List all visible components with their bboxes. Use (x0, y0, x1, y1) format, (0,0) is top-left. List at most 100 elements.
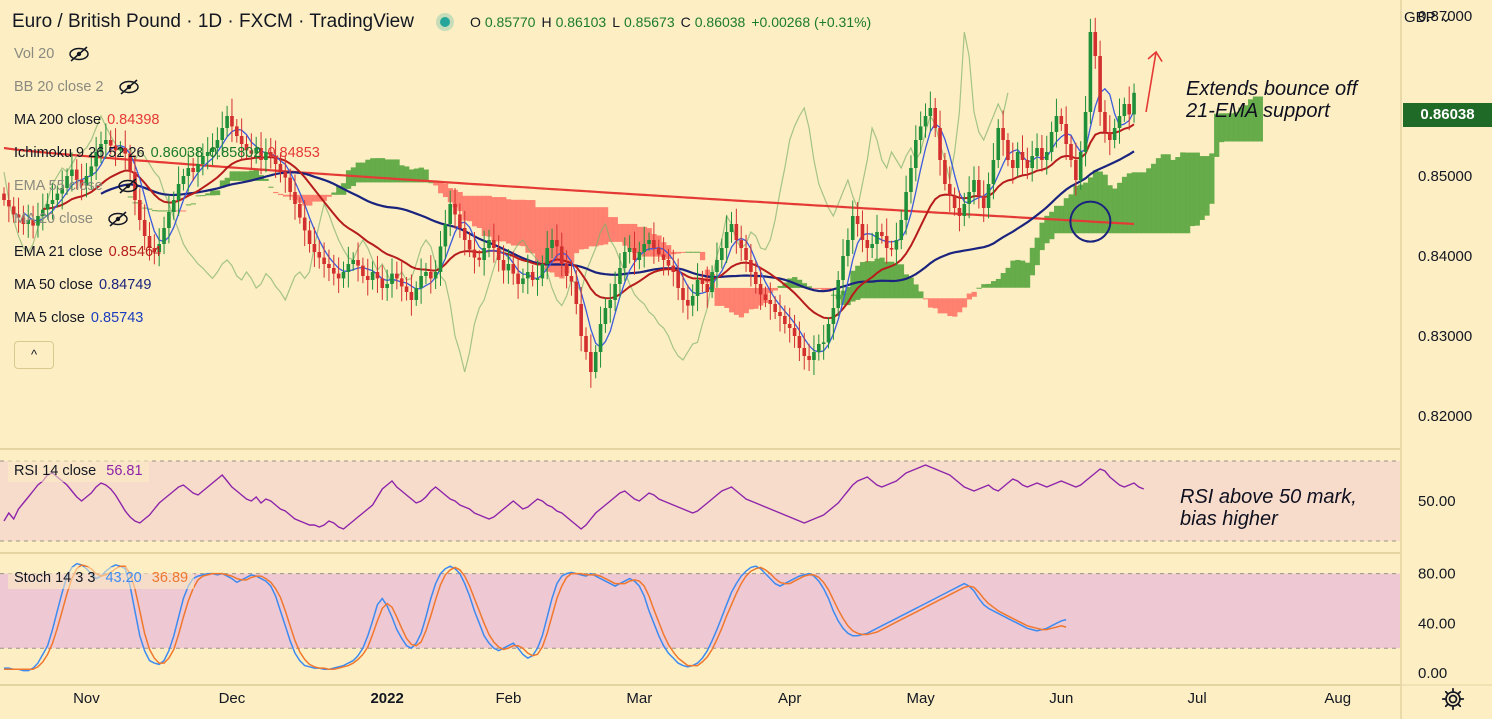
candle-body-0 (2, 193, 6, 200)
ohlc-high-label: H (541, 14, 552, 30)
cloud-segment-47 (355, 162, 361, 183)
legend-ma20[interactable]: MA 20 close (14, 211, 129, 227)
cloud-segment-233 (1257, 96, 1263, 142)
legend-ma50[interactable]: MA 50 close 0.84749 (14, 277, 151, 293)
cloud-segment-68 (457, 192, 463, 211)
legend-ema21[interactable]: EMA 21 close 0.85464 (14, 244, 161, 260)
eye-hidden-icon[interactable] (118, 79, 140, 95)
candle-body-227 (1103, 112, 1107, 132)
eye-hidden-icon[interactable] (117, 178, 139, 194)
candle-body-7 (36, 216, 40, 226)
candle-body-40 (196, 164, 200, 172)
stoch-tick-2: 0.00 (1418, 665, 1447, 682)
rsi-band (0, 461, 1400, 541)
cloud-segment-21 (229, 171, 235, 181)
cloud-segment-92 (573, 207, 580, 254)
cloud-segment-37 (307, 194, 313, 206)
legend-ma5[interactable]: MA 5 close 0.85743 (14, 310, 143, 326)
cloud-segment-82 (525, 200, 531, 253)
cloud-segment-77 (501, 197, 507, 242)
stoch-band (0, 573, 1400, 649)
currency-selector[interactable]: GBP ⌄ (1404, 8, 1452, 26)
cloud-segment-14 (195, 195, 201, 197)
candle-body-65 (317, 252, 322, 258)
cloud-segment-38 (311, 194, 318, 202)
eye-hidden-icon[interactable] (68, 46, 90, 62)
eye-hidden-icon[interactable] (107, 211, 129, 227)
candle-body-78 (380, 278, 385, 288)
candle-body-180 (875, 232, 879, 244)
cloud-segment-168 (942, 298, 948, 314)
candle-body-102 (496, 248, 501, 260)
legend-ema55[interactable]: EMA 55 close (14, 178, 139, 194)
legend-ma20-label: MA 20 close (14, 211, 93, 227)
price-annotation-line1: Extends bounce off (1186, 78, 1358, 100)
candle-body-144 (700, 280, 705, 284)
candle-body-19 (94, 152, 98, 167)
cloud-segment-29 (268, 186, 274, 188)
cloud-segment-154 (874, 258, 880, 299)
cloud-segment-13 (190, 203, 196, 205)
candle-body-117 (569, 276, 574, 282)
cloud-segment-32 (282, 194, 289, 197)
candle-body-53 (259, 148, 263, 160)
cloud-segment-4 (147, 208, 153, 210)
candle-body-137 (666, 260, 671, 266)
cloud-segment-160 (903, 274, 909, 299)
candle-body-30 (147, 236, 152, 248)
crossover-highlight-circle (1069, 200, 1112, 243)
candle-body-24 (118, 148, 123, 151)
cloud-segment-20 (224, 177, 230, 186)
candle-body-50 (244, 144, 249, 151)
cloud-segment-165 (927, 298, 934, 308)
candle-body-67 (327, 264, 331, 268)
candle-body-92 (448, 204, 452, 224)
candle-body-77 (375, 272, 380, 279)
candle-body-218 (1059, 116, 1064, 124)
candle-body-108 (526, 272, 530, 279)
cloud-segment-139 (801, 283, 808, 288)
cloud-segment-219 (1189, 152, 1196, 227)
candle-body-54 (264, 152, 268, 160)
candle-body-188 (914, 140, 918, 168)
candle-body-49 (239, 136, 244, 144)
stoch-legend[interactable]: Stoch 14 3 3 43.20 36.89 (8, 567, 195, 589)
legend-ma200[interactable]: MA 200 close 0.84398 (14, 112, 159, 128)
cloud-segment-143 (821, 287, 827, 292)
candle-body-32 (157, 244, 161, 252)
candle-body-95 (462, 228, 467, 240)
cloud-segment-70 (467, 195, 473, 222)
cloud-segment-177 (986, 283, 992, 288)
cloud-segment-223 (1209, 153, 1215, 204)
candle-body-232 (1127, 104, 1131, 115)
rsi-annotation: RSI above 50 mark, bias higher (1180, 486, 1357, 530)
cloud-segment-91 (569, 207, 575, 263)
candle-body-44 (215, 140, 220, 148)
legend-ichimoku[interactable]: Ichimoku 9 26 52 26 0.86038 0.85802 0.84853 (14, 145, 320, 161)
rsi-legend[interactable]: RSI 14 close 56.81 (8, 460, 149, 482)
candle-body-2 (11, 206, 16, 215)
candle-body-26 (128, 153, 132, 172)
legend-vol[interactable]: Vol 20 (14, 46, 90, 62)
ohlc-low: 0.85673 (624, 14, 675, 30)
indicator-lines (3, 87, 1135, 353)
cloud-segment-196 (1078, 184, 1084, 234)
settings-gear-icon[interactable] (1440, 686, 1466, 712)
candle-body-101 (492, 240, 496, 248)
legend-bb[interactable]: BB 20 close 2 (14, 79, 140, 95)
candle-body-118 (574, 281, 579, 304)
candle-body-190 (923, 116, 928, 127)
cloud-segment-124 (729, 287, 735, 313)
candle-body-181 (880, 232, 884, 236)
cloud-segment-60 (418, 167, 424, 183)
candle-body-205 (996, 128, 1001, 160)
cloud-segment-188 (1039, 222, 1045, 251)
collapse-legend-button[interactable]: ^ (14, 341, 54, 369)
candle-body-10 (50, 200, 55, 204)
candle-body-175 (850, 216, 855, 240)
ohlc-change: +0.00268 (+0.31%) (751, 14, 872, 30)
cloud-segment-159 (898, 264, 905, 299)
candle-body-46 (225, 116, 229, 128)
cloud-segment-12 (185, 204, 192, 206)
